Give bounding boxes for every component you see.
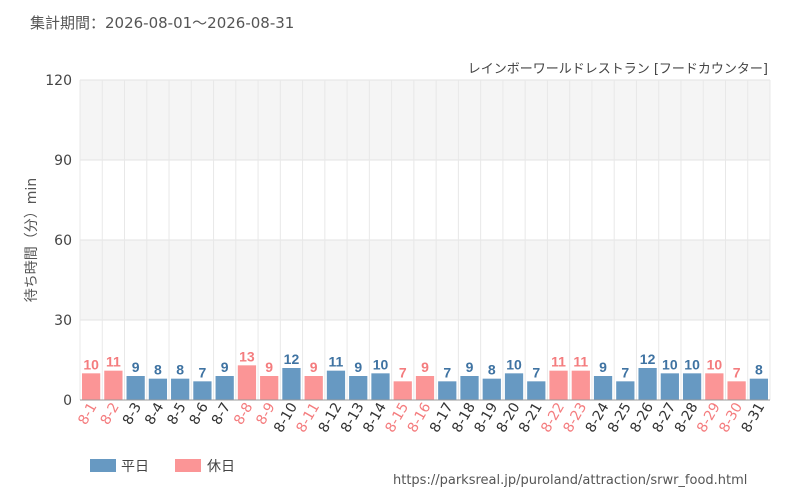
x-tick-labels: 8-18-28-38-48-58-68-78-88-98-108-118-128…	[75, 400, 768, 436]
x-tick-label: 8-8	[231, 400, 256, 428]
bar-8-25	[616, 381, 635, 400]
value-label: 11	[573, 354, 588, 370]
bar-8-11	[304, 376, 323, 400]
value-label: 7	[399, 364, 407, 380]
y-tick-label: 30	[54, 313, 72, 329]
bar-8-12	[326, 370, 346, 400]
value-label: 7	[621, 364, 629, 380]
y-tick-labels: 0 30 60 90 120	[45, 73, 72, 409]
value-label: 10	[83, 356, 99, 372]
value-label: 7	[532, 364, 540, 380]
bar-8-7	[215, 376, 234, 400]
value-label: 9	[221, 359, 229, 375]
x-tick-label: 8-7	[209, 400, 234, 428]
y-tick-label: 120	[45, 73, 72, 89]
legend-label-holiday: 休日	[207, 459, 235, 475]
x-tick-label: 8-3	[120, 400, 145, 428]
legend-swatch-holiday	[175, 459, 201, 472]
value-label: 12	[640, 351, 656, 367]
value-label: 11	[106, 354, 121, 370]
value-label: 12	[284, 351, 300, 367]
plot-band	[80, 240, 770, 320]
value-label: 10	[373, 356, 389, 372]
source-url-link[interactable]: https://parksreal.jp/puroland/attraction…	[393, 473, 748, 488]
bar-8-28	[682, 373, 702, 400]
value-label: 8	[488, 362, 496, 378]
x-tick-label: 8-6	[187, 400, 212, 428]
value-label: 8	[176, 362, 184, 378]
y-axis-label: 待ち時間（分）min	[24, 178, 40, 302]
bar-8-6	[193, 381, 212, 400]
bar-8-26	[638, 368, 657, 400]
bar-8-16	[415, 376, 435, 400]
bar-8-22	[549, 370, 568, 400]
bar-8-24	[593, 376, 613, 400]
bar-8-31	[749, 378, 768, 400]
bar-8-15	[393, 381, 412, 400]
value-label: 8	[755, 362, 763, 378]
x-tick-label: 8-31	[739, 400, 769, 436]
legend-swatch-weekday	[90, 459, 116, 472]
value-label: 9	[354, 359, 362, 375]
value-label: 9	[132, 359, 140, 375]
value-label: 8	[154, 362, 162, 378]
value-label: 11	[551, 354, 566, 370]
x-tick-label: 8-4	[142, 400, 167, 428]
bar-8-3	[126, 376, 145, 400]
value-label: 7	[443, 364, 451, 380]
legend-label-weekday: 平日	[121, 459, 149, 475]
bar-8-2	[104, 370, 123, 400]
bar-8-8	[237, 365, 257, 400]
plot-band	[80, 160, 770, 240]
x-tick-label: 8-1	[75, 400, 100, 428]
value-label: 13	[239, 348, 255, 364]
value-label: 9	[310, 359, 318, 375]
bar-8-13	[349, 376, 368, 400]
y-tick-label: 90	[54, 153, 72, 169]
value-label: 10	[662, 356, 678, 372]
y-tick-label: 60	[54, 233, 72, 249]
bar-8-14	[371, 373, 390, 400]
bar-8-30	[727, 381, 746, 400]
chart-title: レインボーワールドレストラン [フードカウンター]	[468, 62, 768, 77]
value-label: 10	[506, 356, 522, 372]
legend: 平日 休日	[90, 459, 235, 475]
bar-8-1	[82, 373, 101, 400]
value-label: 9	[265, 359, 273, 375]
y-tick-label: 0	[63, 393, 72, 409]
bar-8-5	[171, 378, 190, 400]
bar-8-19	[482, 378, 501, 400]
bar-8-4	[148, 378, 168, 400]
x-tick-label: 8-5	[164, 400, 189, 428]
plot-band	[80, 80, 770, 160]
value-label: 10	[707, 356, 723, 372]
bars	[82, 365, 768, 400]
bar-8-10	[282, 368, 301, 400]
value-label: 11	[329, 354, 344, 370]
value-label: 9	[421, 359, 429, 375]
bar-8-27	[660, 373, 679, 400]
bar-8-9	[260, 376, 279, 400]
bar-8-17	[438, 381, 457, 400]
bar-8-20	[504, 373, 524, 400]
value-label: 9	[466, 359, 474, 375]
bar-8-23	[571, 370, 590, 400]
value-label: 7	[199, 364, 207, 380]
value-label: 7	[733, 364, 741, 380]
bar-8-18	[460, 376, 479, 400]
bar-8-29	[705, 373, 724, 400]
bar-8-21	[527, 381, 546, 400]
value-label: 10	[684, 356, 700, 372]
value-label: 9	[599, 359, 607, 375]
collection-period-label: 集計期間：2026-08-01～2026-08-31	[30, 14, 295, 32]
x-tick-label: 8-2	[98, 400, 123, 428]
